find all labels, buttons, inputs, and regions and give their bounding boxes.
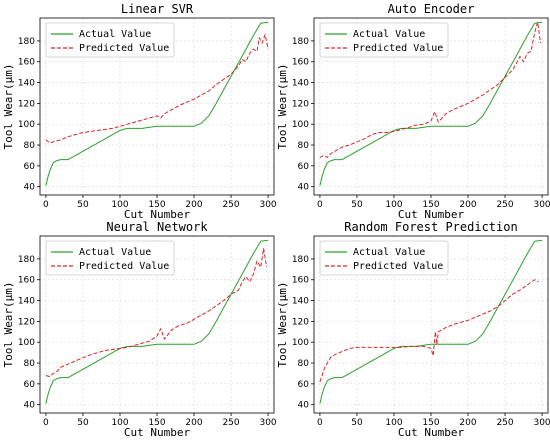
x-axis-label: Cut Number (124, 426, 191, 439)
chart-title: Neural Network (106, 220, 208, 234)
y-tick-label: 180 (292, 37, 309, 47)
actual-value-line (45, 21, 269, 186)
x-tick-label: 150 (422, 418, 439, 428)
y-tick-label: 80 (24, 141, 36, 151)
legend-label-predicted: Predicted Value (353, 261, 443, 272)
x-tick-label: 200 (459, 418, 476, 428)
x-tick-label: 200 (185, 418, 202, 428)
x-tick-label: 250 (222, 418, 239, 428)
y-axis-label: Tool Wear(μm) (2, 281, 15, 367)
x-tick-label: 100 (111, 200, 128, 210)
x-axis-label: Cut Number (398, 426, 465, 439)
y-tick-label: 80 (298, 141, 310, 151)
legend-box (319, 22, 449, 58)
x-tick-label: 250 (496, 200, 513, 210)
y-tick-label: 40 (298, 401, 310, 411)
x-tick-label: 300 (533, 200, 550, 210)
predicted-value-line (45, 248, 268, 378)
x-axis-label: Cut Number (398, 208, 465, 221)
x-tick-label: 50 (351, 418, 363, 428)
chart-panel-auto-encoder: Auto Encoder Cut Number Tool Wear(μm) Ac… (276, 2, 550, 221)
legend-label-actual: Actual Value (79, 29, 151, 40)
y-tick-label: 120 (292, 99, 309, 109)
y-tick-label: 120 (292, 317, 309, 327)
x-tick-label: 50 (351, 200, 363, 210)
x-axis-label: Cut Number (124, 208, 191, 221)
predicted-value-line (319, 21, 542, 158)
y-tick-label: 120 (18, 99, 35, 109)
chart-title: Random Forest Prediction (344, 220, 517, 234)
actual-value-line (45, 239, 269, 404)
y-tick-label: 100 (292, 120, 309, 130)
actual-value-line (319, 21, 543, 186)
y-tick-label: 120 (18, 317, 35, 327)
y-axis-label: Tool Wear(μm) (276, 281, 289, 367)
legend-box (319, 240, 449, 276)
y-tick-label: 40 (24, 401, 36, 411)
y-tick-label: 60 (24, 380, 36, 390)
y-tick-label: 140 (292, 79, 309, 89)
y-tick-label: 160 (18, 58, 35, 68)
legend-label-predicted: Predicted Value (353, 43, 443, 54)
y-tick-label: 100 (18, 338, 35, 348)
y-tick-label: 140 (18, 297, 35, 307)
x-tick-label: 50 (77, 418, 89, 428)
y-tick-label: 180 (18, 37, 35, 47)
x-tick-label: 100 (385, 200, 402, 210)
x-tick-label: 150 (148, 200, 165, 210)
y-axis-label: Tool Wear(μm) (276, 63, 289, 149)
y-tick-label: 60 (298, 380, 310, 390)
x-tick-label: 0 (317, 200, 323, 210)
y-tick-label: 140 (18, 79, 35, 89)
legend-label-predicted: Predicted Value (79, 43, 169, 54)
y-tick-label: 80 (298, 359, 310, 369)
x-tick-label: 200 (459, 200, 476, 210)
y-axis-label: Tool Wear(μm) (2, 63, 15, 149)
x-tick-label: 300 (533, 418, 550, 428)
y-tick-label: 60 (24, 162, 36, 172)
legend-box (45, 22, 175, 58)
x-tick-label: 150 (148, 418, 165, 428)
y-tick-label: 180 (292, 255, 309, 265)
chart-title: Linear SVR (121, 2, 194, 16)
y-tick-label: 80 (24, 359, 36, 369)
x-tick-label: 100 (385, 418, 402, 428)
chart-title: Auto Encoder (388, 2, 475, 16)
y-tick-label: 140 (292, 297, 309, 307)
x-tick-label: 50 (77, 200, 89, 210)
chart-panel-neural-network: Neural Network Cut Number Tool Wear(μm) … (2, 220, 277, 439)
y-tick-label: 40 (24, 183, 36, 193)
y-tick-label: 160 (292, 276, 309, 286)
y-tick-label: 160 (18, 276, 35, 286)
chart-panel-random-forest: Random Forest Prediction Cut Number Tool… (276, 220, 550, 439)
legend-label-predicted: Predicted Value (79, 261, 169, 272)
y-tick-label: 40 (298, 183, 310, 193)
y-tick-label: 100 (292, 338, 309, 348)
x-tick-label: 250 (222, 200, 239, 210)
predicted-value-line (319, 279, 539, 382)
x-tick-label: 100 (111, 418, 128, 428)
x-tick-label: 250 (496, 418, 513, 428)
x-tick-label: 0 (43, 200, 49, 210)
legend-label-actual: Actual Value (79, 247, 151, 258)
x-tick-label: 0 (43, 418, 49, 428)
y-tick-label: 100 (18, 120, 35, 130)
legend-box (45, 240, 175, 276)
x-tick-label: 0 (317, 418, 323, 428)
x-tick-label: 200 (185, 200, 202, 210)
x-tick-label: 300 (259, 200, 276, 210)
y-tick-label: 160 (292, 58, 309, 68)
legend-label-actual: Actual Value (353, 29, 425, 40)
legend-label-actual: Actual Value (353, 247, 425, 258)
chart-panel-linear-svr: Linear SVR Cut Number Tool Wear(μm) Actu… (2, 2, 277, 221)
y-tick-label: 60 (298, 162, 310, 172)
predicted-value-line (45, 34, 269, 144)
x-tick-label: 150 (422, 200, 439, 210)
y-tick-label: 180 (18, 255, 35, 265)
x-tick-label: 300 (259, 418, 276, 428)
